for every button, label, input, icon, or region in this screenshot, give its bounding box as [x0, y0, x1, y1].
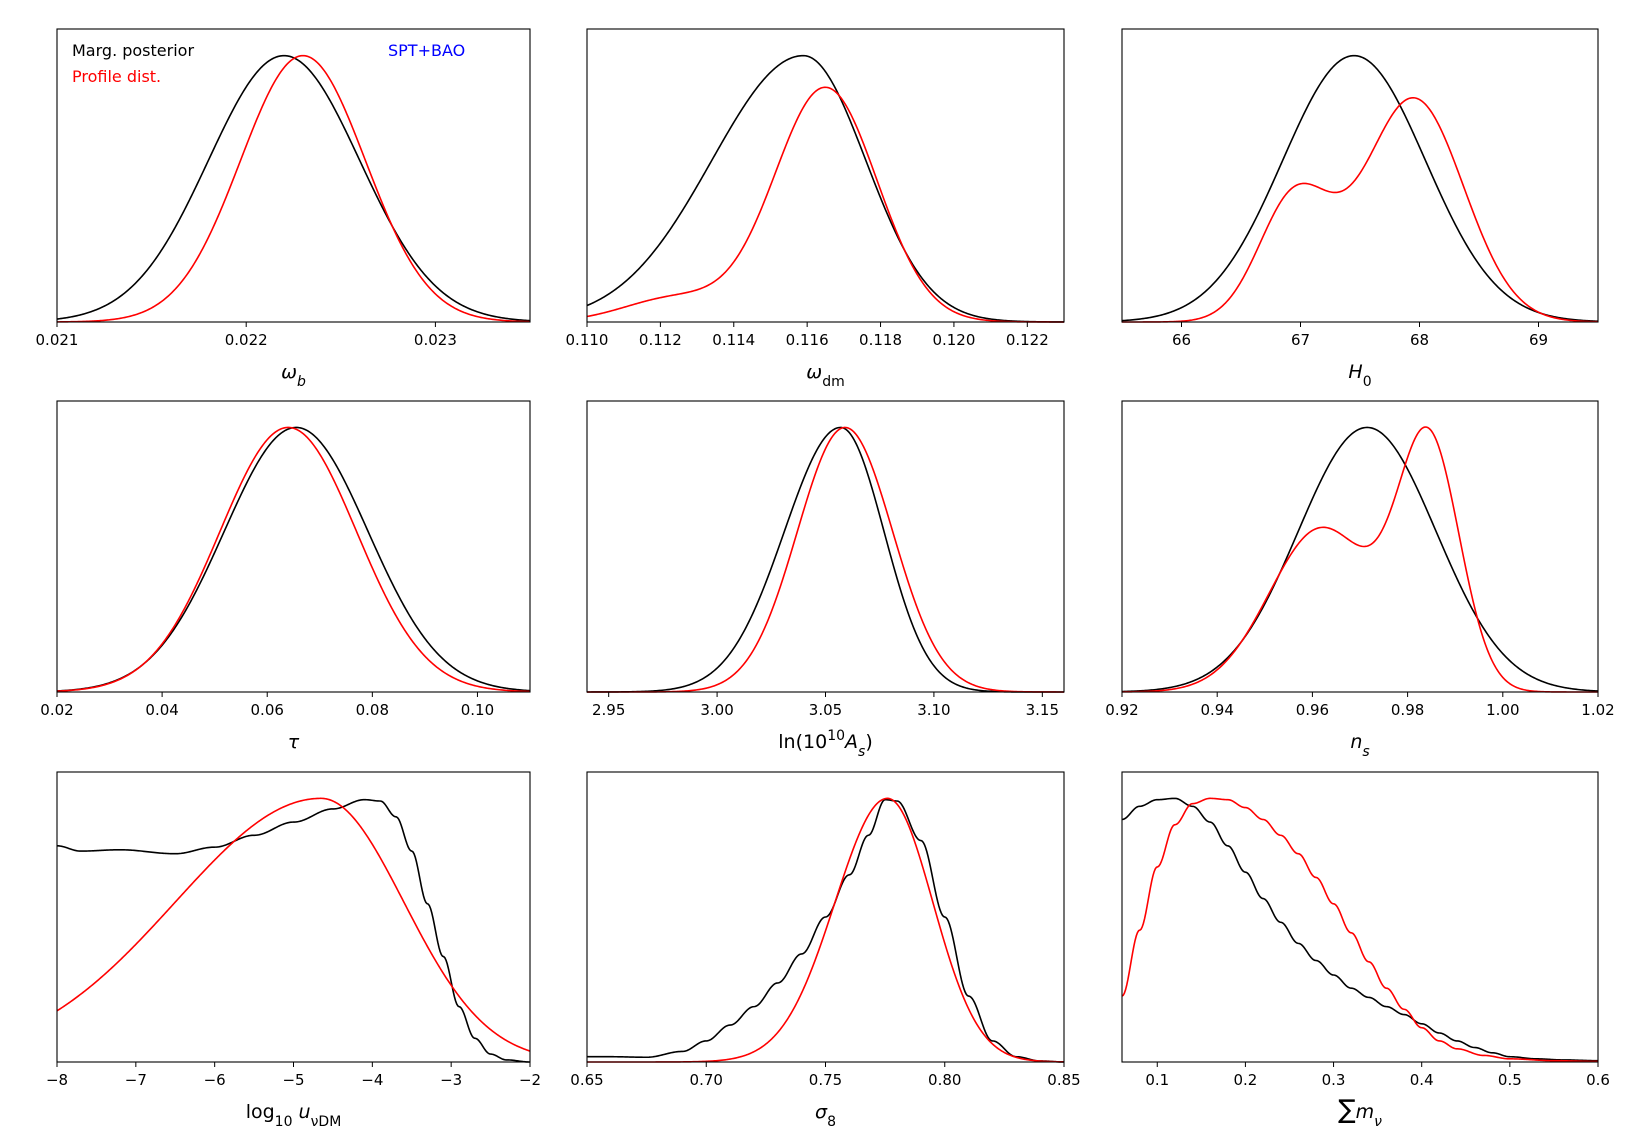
- x-tick-label: −6: [204, 1071, 226, 1089]
- x-tick-label: 0.122: [1006, 331, 1049, 349]
- x-tick-label: 0.06: [251, 701, 284, 719]
- axes-frame: [1121, 400, 1599, 693]
- x-axis-label: ln(1010As): [778, 728, 872, 760]
- x-tick-label: 3.10: [917, 701, 950, 719]
- x-axis-label: τ: [288, 731, 300, 753]
- panel-5: 2.95 3.00 3.05 3.10 3.15 ln(1010As): [586, 400, 1065, 760]
- axes-frame: [56, 771, 531, 1063]
- x-tick-label: 0.6: [1586, 1071, 1610, 1089]
- axes-frame: [56, 28, 531, 323]
- x-axis-label: ωdm: [806, 361, 844, 390]
- x-tick-label: 0.75: [809, 1071, 842, 1089]
- x-tick-label: 0.3: [1322, 1071, 1346, 1089]
- axes-frame: [1121, 28, 1599, 323]
- axes-frame: [1121, 771, 1599, 1063]
- x-tick-label: 0.1: [1145, 1071, 1169, 1089]
- x-axis-label: ωb: [281, 361, 306, 390]
- axes-frame: [56, 400, 531, 693]
- x-tick-label: 2.95: [592, 701, 625, 719]
- series-line-marg-posterior: [56, 54, 531, 322]
- x-tick-label: 0.116: [786, 331, 829, 349]
- panel-9: 0.1 0.2 0.3 0.4 0.5 0.6 ∑mν: [1121, 771, 1610, 1130]
- series-line-marg-posterior: [56, 426, 531, 692]
- x-axis-label: ns: [1350, 731, 1369, 760]
- x-tick-label: 3.15: [1026, 701, 1059, 719]
- x-tick-label: 0.022: [225, 331, 268, 349]
- x-tick-label: 0.08: [356, 701, 389, 719]
- x-tick-label: 0.80: [928, 1071, 961, 1089]
- x-axis-label: σ8: [815, 1101, 836, 1130]
- x-axis-label: H0: [1348, 361, 1371, 390]
- series-line-marg-posterior: [1121, 797, 1598, 1062]
- x-tick-label: −4: [361, 1071, 383, 1089]
- x-tick-label: 68: [1410, 331, 1429, 349]
- x-tick-label: 0.023: [414, 331, 457, 349]
- x-tick-label: 0.92: [1105, 701, 1138, 719]
- x-tick-label: 67: [1291, 331, 1310, 349]
- legend: Marg. posterior Profile dist. SPT+BAO: [72, 41, 465, 86]
- x-tick-label: 0.5: [1498, 1071, 1522, 1089]
- panel-7: −8 −7 −6 −5 −4 −3 −2 log10 uνDM: [46, 771, 541, 1130]
- x-tick-label: −7: [125, 1071, 147, 1089]
- legend-profile-dist: Profile dist.: [72, 67, 161, 86]
- x-tick-label: 0.98: [1391, 701, 1424, 719]
- x-tick-label: −3: [440, 1071, 462, 1089]
- x-tick-label: 0.65: [570, 1071, 603, 1089]
- panel-1: 0.021 0.022 0.023 ωb: [36, 28, 531, 390]
- axes-frame: [586, 28, 1065, 323]
- series-line-profile-dist: [1122, 96, 1599, 323]
- x-tick-label: 1.02: [1581, 701, 1614, 719]
- x-tick-label: −2: [519, 1071, 541, 1089]
- series-line-profile-dist: [1121, 797, 1598, 1063]
- series-line-profile-dist: [56, 54, 531, 323]
- x-tick-label: 0.04: [145, 701, 178, 719]
- panel-8: 0.65 0.70 0.75 0.80 0.85 σ8: [570, 771, 1081, 1130]
- x-tick-label: 0.2: [1233, 1071, 1257, 1089]
- series-line-marg-posterior: [1121, 54, 1599, 323]
- series-line-profile-dist: [56, 426, 531, 693]
- panel-4: 0.02 0.04 0.06 0.08 0.10 τ: [40, 400, 531, 753]
- x-tick-label: 0.120: [932, 331, 975, 349]
- series-line-marg-posterior: [1121, 426, 1599, 693]
- series-line-marg-posterior: [586, 54, 1065, 323]
- x-tick-label: 66: [1172, 331, 1191, 349]
- x-tick-label: 0.112: [639, 331, 682, 349]
- panel-2: 0.110 0.112 0.114 0.116 0.118 0.120 0.122 ωdm: [566, 28, 1065, 390]
- legend-marg-posterior: Marg. posterior: [72, 41, 194, 60]
- x-tick-label: 0.96: [1296, 701, 1329, 719]
- x-tick-label: 0.02: [40, 701, 73, 719]
- x-tick-label: 1.00: [1486, 701, 1519, 719]
- x-axis-label: log10 uνDM: [246, 1101, 342, 1130]
- x-tick-label: 0.70: [690, 1071, 723, 1089]
- series-line-profile-dist: [587, 426, 1064, 693]
- series-line-marg-posterior: [587, 426, 1064, 693]
- series-line-profile-dist: [586, 86, 1065, 323]
- x-tick-label: 3.05: [809, 701, 842, 719]
- x-tick-label: 0.021: [36, 331, 79, 349]
- panel-6: 0.92 0.94 0.96 0.98 1.00 1.02 ns: [1105, 400, 1615, 760]
- x-tick-label: 0.4: [1410, 1071, 1434, 1089]
- axes-frame: [586, 400, 1065, 693]
- series-line-profile-dist: [587, 797, 1065, 1063]
- legend-dataset-label: SPT+BAO: [388, 41, 465, 60]
- x-tick-label: 0.110: [566, 331, 609, 349]
- series-line-marg-posterior: [56, 798, 531, 1063]
- panel-3: 66 67 68 69 H0: [1121, 28, 1599, 390]
- series-line-marg-posterior: [587, 798, 1065, 1063]
- x-tick-label: 0.10: [461, 701, 494, 719]
- x-axis-label: ∑mν: [1338, 1095, 1382, 1130]
- series-line-profile-dist: [56, 797, 531, 1052]
- x-tick-label: −5: [282, 1071, 304, 1089]
- series-line-profile-dist: [1121, 426, 1598, 693]
- x-tick-label: 0.94: [1200, 701, 1233, 719]
- x-tick-label: 0.85: [1047, 1071, 1080, 1089]
- x-tick-label: 0.114: [712, 331, 755, 349]
- x-tick-label: 3.00: [700, 701, 733, 719]
- x-tick-label: 69: [1529, 331, 1548, 349]
- x-tick-label: −8: [46, 1071, 68, 1089]
- x-tick-label: 0.118: [859, 331, 902, 349]
